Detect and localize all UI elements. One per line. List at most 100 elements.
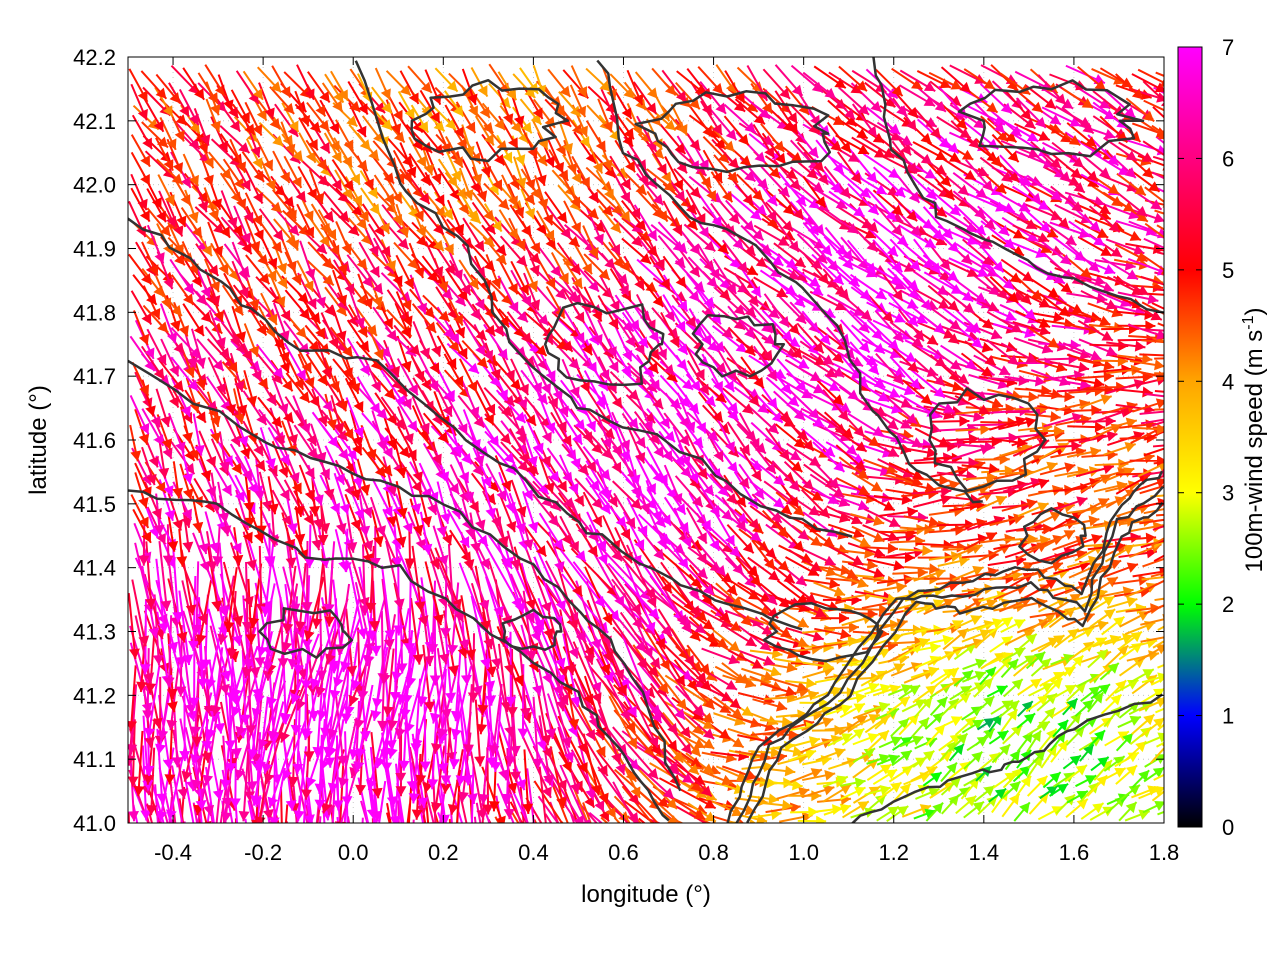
wind-arrow-shaft	[473, 816, 477, 823]
wind-arrow-shaft	[576, 702, 607, 758]
wind-arrow-head	[627, 737, 637, 749]
wind-arrow-head	[339, 503, 351, 515]
wind-arrow-head	[268, 817, 280, 823]
wind-arrow-head	[177, 788, 189, 799]
wind-arrow-head	[365, 779, 377, 791]
wind-arrow-head	[279, 731, 291, 743]
wind-arrow-head	[638, 830, 649, 841]
wind-arrow-shaft	[571, 717, 609, 777]
wind-arrow-head	[369, 558, 381, 569]
wind-arrow-head	[810, 535, 822, 547]
wind-arrow-head	[196, 866, 207, 877]
wind-arrow-shaft	[1157, 625, 1164, 631]
wind-arrow-head	[205, 678, 217, 690]
wind-arrow-head	[1122, 633, 1134, 644]
wind-arrow-head	[770, 518, 783, 529]
wind-arrow-head	[202, 774, 214, 786]
wind-arrow-head	[1135, 741, 1147, 753]
wind-arrow-head	[417, 797, 429, 808]
wind-arrow-head	[226, 648, 238, 659]
wind-arrow-head	[374, 859, 385, 869]
wind-arrow-head	[1125, 802, 1137, 814]
wind-arrow-head	[294, 533, 306, 545]
wind-arrow-head	[798, 601, 810, 613]
wind-arrow-shaft	[727, 820, 747, 823]
wind-arrow-shaft	[422, 644, 432, 712]
wind-arrow-head	[527, 521, 539, 533]
wind-arrow-head	[716, 637, 728, 648]
wind-arrow-head	[918, 637, 930, 649]
wind-arrow-shaft	[247, 578, 253, 645]
wind-arrow-head	[556, 700, 567, 712]
wind-arrow-head	[1008, 700, 1020, 712]
wind-arrow-shaft	[196, 782, 207, 823]
wind-arrow-head	[501, 857, 512, 868]
wind-arrow-head	[201, 741, 213, 752]
wind-arrow-head	[285, 800, 297, 811]
wind-arrow-head	[947, 698, 959, 710]
wind-arrow-head	[836, 638, 848, 650]
wind-arrow-shaft	[447, 778, 464, 823]
wind-arrow-head	[642, 646, 653, 659]
wind-arrow-shaft	[663, 748, 713, 798]
wind-arrow-head	[1103, 609, 1116, 620]
wind-arrow-head	[338, 777, 349, 789]
wind-arrow-head	[1164, 575, 1175, 585]
wind-arrow-head	[728, 654, 740, 665]
wind-arrow-head	[151, 717, 163, 729]
wind-arrow-shaft	[450, 749, 464, 815]
wind-arrow-head	[681, 536, 692, 548]
wind-arrow-head	[173, 342, 185, 354]
wind-arrow-head	[628, 793, 639, 805]
wind-arrow-shaft	[470, 582, 493, 650]
wind-arrow-head	[440, 708, 452, 720]
wind-arrow-head	[873, 547, 885, 558]
wind-arrow-head	[702, 763, 714, 774]
wind-arrow-head	[493, 605, 504, 618]
wind-arrow-head	[181, 770, 193, 782]
wind-arrow-head	[840, 704, 853, 715]
wind-arrow-head	[190, 726, 202, 737]
wind-arrow-head	[680, 743, 692, 755]
wind-arrow-shaft	[130, 684, 138, 755]
wind-arrow-head	[1083, 744, 1094, 756]
wind-arrow-head	[231, 462, 242, 475]
wind-arrow-head	[374, 756, 386, 769]
wind-arrow-head	[281, 769, 293, 781]
wind-arrow-head	[727, 461, 738, 473]
wind-arrow-head	[294, 621, 306, 632]
wind-arrow-head	[261, 762, 273, 774]
wind-arrow-head	[406, 780, 418, 792]
wind-arrow-shaft	[273, 752, 276, 823]
wind-arrow-head	[317, 534, 329, 546]
wind-arrow-shaft	[607, 612, 648, 670]
wind-arrow-head	[689, 605, 700, 617]
wind-arrow-head	[343, 705, 355, 717]
wind-arrow-head	[726, 822, 727, 823]
wind-arrow-shaft	[354, 581, 373, 654]
wind-arrow-head	[144, 727, 156, 739]
wind-arrow-head	[172, 611, 184, 623]
wind-arrow-head	[667, 722, 678, 735]
wind-arrow-head	[433, 614, 444, 626]
wind-arrow-head	[525, 414, 536, 426]
wind-arrow-shaft	[475, 802, 482, 823]
wind-arrow-shaft	[296, 698, 301, 774]
wind-arrow-head	[255, 603, 267, 614]
wind-arrow-head	[992, 618, 1004, 629]
wind-arrow-shaft	[491, 683, 503, 756]
wind-arrow-shaft	[346, 642, 359, 717]
wind-arrow-head	[182, 654, 194, 665]
wind-arrow-head	[780, 627, 792, 638]
wind-arrow-head	[968, 433, 980, 445]
wind-arrow-head	[231, 634, 243, 646]
wind-arrow-shaft	[612, 726, 659, 780]
wind-arrow-head	[1011, 725, 1023, 737]
wind-arrow-shaft	[620, 632, 650, 702]
wind-arrow-head	[447, 644, 459, 655]
wind-arrow-head	[427, 643, 439, 655]
wind-arrow-shaft	[131, 719, 136, 787]
wind-arrow-shaft	[408, 613, 423, 688]
wind-arrow-head	[575, 550, 586, 562]
wind-arrow-head	[777, 526, 788, 538]
